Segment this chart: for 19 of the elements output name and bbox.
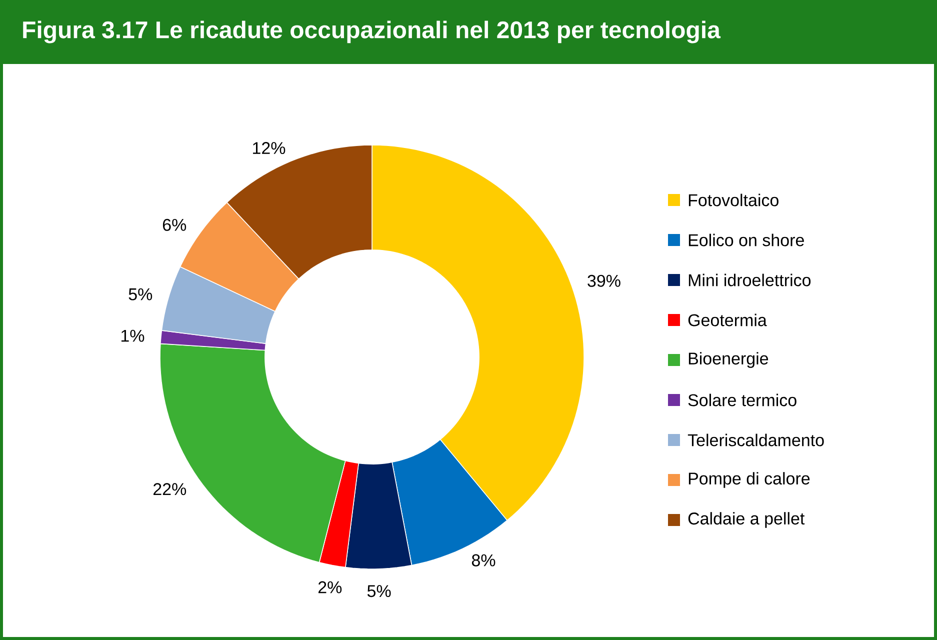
data-label: 8%: [472, 554, 496, 566]
legend-label: Mini idroelettrico: [688, 274, 811, 286]
legend-label: Bioenergie: [688, 352, 768, 368]
legend-label: Fotovoltaico: [688, 194, 778, 206]
legend-label: Eolico on shore: [688, 234, 804, 246]
legend-label: Pompe di calore: [688, 472, 810, 488]
data-label: 22%: [153, 483, 186, 496]
chart-title: Figura 3.17 Le ricadute occupazionali nel 2013 per tecnologia: [23, 20, 721, 44]
legend-label: Geotermia: [688, 314, 767, 326]
data-label: 39%: [588, 274, 620, 287]
data-label: 5%: [128, 288, 152, 300]
data-label: 6%: [162, 218, 186, 231]
data-label: 2%: [318, 581, 342, 594]
data-label: 5%: [367, 585, 391, 598]
legend-label: Caldaie a pellet: [688, 512, 805, 528]
legend-label: Teleriscaldamento: [688, 434, 824, 446]
legend-label: Solare termico: [688, 394, 796, 406]
data-label: 1%: [121, 330, 144, 342]
data-label: 12%: [253, 142, 286, 154]
